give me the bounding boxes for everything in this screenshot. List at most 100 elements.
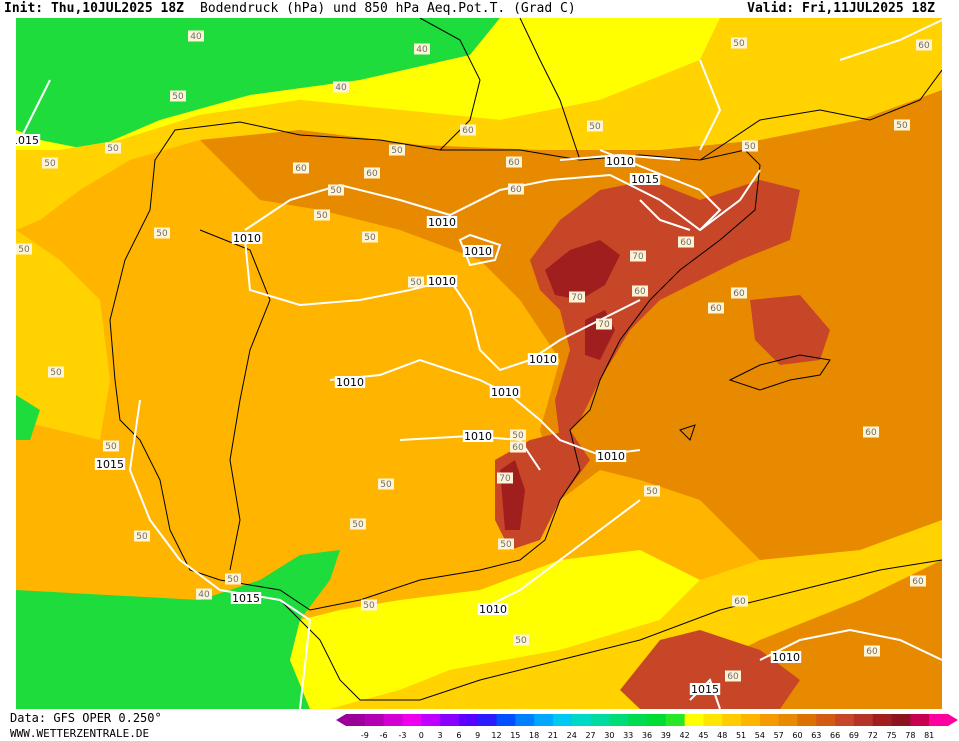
field-gold-south [330,520,942,709]
legend-tick-label: 63 [811,731,821,740]
field-gold-west [16,230,110,440]
theta-label-45: 70 [630,250,646,262]
theta-label-44: 60 [916,39,932,51]
theta-label-box [103,440,119,452]
theta-label-15: 50 [103,440,119,452]
isobar-label-16: 1015 [16,134,41,147]
theta-label-box [731,37,747,49]
theta-label-18: 50 [134,530,150,542]
theta-label-31: 60 [293,162,309,174]
legend-swatch [571,714,592,726]
legend-tick-label: 42 [680,731,690,740]
legend-swatch [402,714,422,726]
field-red-balearic [750,295,830,365]
theta-label-12: 50 [389,144,405,156]
legend-swatch [835,714,855,726]
legend-arrow-right [948,714,958,726]
theta-label-box [170,90,186,102]
theta-label-text: 50 [733,39,745,49]
isobar-label-text: 1010 [464,245,492,258]
theta-label-box [864,645,880,657]
theta-label-41: 60 [910,575,926,587]
isobar-label-text: 1010 [597,450,625,463]
field-green-north [16,18,500,150]
theta-label-text: 70 [632,252,644,262]
theta-label-text: 50 [744,142,756,152]
theta-label-32: 60 [506,156,522,168]
theta-label-box [498,538,514,550]
init-time: Init: Thu,10JUL2025 18Z [4,1,185,16]
legend-swatch [496,714,516,726]
isobar-label-text: 1010 [233,232,261,245]
legend-swatch [910,714,930,726]
theta-label-9: 50 [328,184,344,196]
isobar-label-text: 1010 [336,376,364,389]
legend-tick-label: -3 [398,731,406,740]
theta-label-20: 50 [361,599,377,611]
field-gold-band [16,18,942,230]
theta-label-box [863,426,879,438]
theta-label-27: 50 [742,140,758,152]
theta-label-text: 60 [727,672,739,682]
legend-tick-label: 36 [642,731,652,740]
theta-label-3: 40 [196,588,212,600]
theta-label-text: 40 [335,83,347,93]
theta-label-text: 50 [18,245,30,255]
isobar-label-box [426,275,458,287]
map-title: Bodendruck (hPa) und 850 hPa Aeq.Pot.T. … [200,1,576,16]
field-layer [16,18,942,709]
theta-label-text: 40 [416,45,428,55]
theta-label-40: 60 [732,595,748,607]
theta-label-box [506,156,522,168]
theta-label-14: 50 [48,366,64,378]
legend-tick-label: 27 [585,731,595,740]
theta-label-text: 60 [366,169,378,179]
legend-swatch [778,714,798,726]
isobar-label-box [334,376,366,388]
isobar-label-box [231,232,263,244]
theta-label-box [910,575,926,587]
theta-label-0: 40 [188,30,204,42]
isobar-label-box [230,592,262,604]
isobar-label-box [527,353,559,365]
legend-tick-label: -6 [380,731,388,740]
legend-tick-label: 12 [491,731,501,740]
isobar-1010-center [244,239,641,372]
theta-label-box [587,120,603,132]
theta-label-39: 60 [863,426,879,438]
theta-label-text: 40 [198,590,210,600]
theta-label-box [364,167,380,179]
theta-label-8: 50 [16,243,32,255]
theta-label-text: 50 [316,211,328,221]
theta-label-text: 50 [515,636,527,646]
legend-tick-label: 18 [529,731,539,740]
isobar-label-group: 1010 1010 1010 1010 1010 1010 1010 1010 1010 1010… [16,134,802,696]
isobar-label-box [426,216,458,228]
theta-label-text: 40 [190,32,202,42]
theta-label-16: 50 [378,478,394,490]
legend-tick-label: 24 [567,731,577,740]
legend-swatch [665,714,686,726]
theta-label-box [725,670,741,682]
isobar-label-1: 1010 [426,216,458,229]
theta-label-text: 60 [510,185,522,195]
field-green-west [16,395,40,440]
theta-label-box [48,366,64,378]
theta-label-box [225,573,241,585]
theta-label-19: 50 [225,573,241,585]
theta-label-box [630,250,646,262]
legend-swatch [628,714,648,726]
theta-label-text: 50 [44,159,56,169]
legend-tick-label: 3 [438,731,443,740]
legend-swatch [515,714,535,726]
theta-label-29: 60 [460,124,476,136]
weather-map: 1010 1010 1010 1010 1010 1010 1010 1010 1010 1010… [16,18,942,709]
legend-tick-label: 21 [548,731,558,740]
theta-label-22: 50 [498,538,514,550]
legend-tick-label: 69 [849,731,859,740]
legend-swatch [703,714,723,726]
theta-label-text: 60 [512,443,524,453]
theta-label-text: 50 [50,368,62,378]
legend-swatch [590,714,610,726]
theta-label-box [16,243,32,255]
